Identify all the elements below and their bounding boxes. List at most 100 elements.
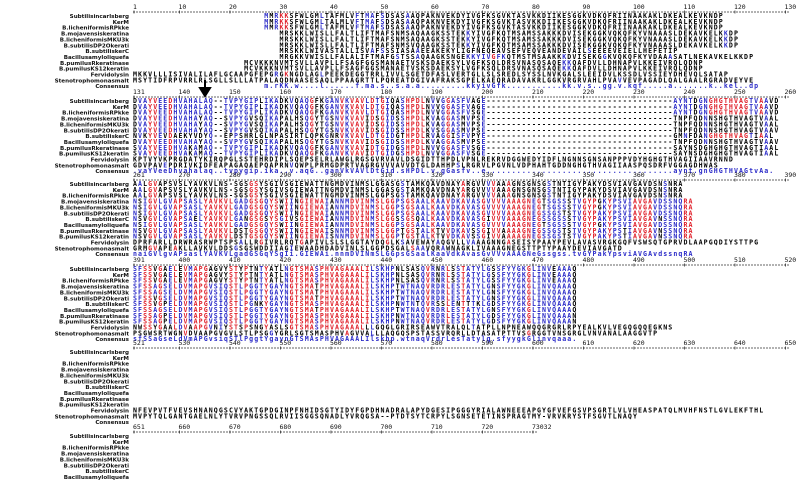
residues: QTMSTMSAAKK <box>507 53 562 61</box>
residues: LINVQAAA <box>532 312 571 320</box>
residues: T <box>461 277 465 285</box>
residues: V <box>487 186 491 194</box>
residues: I <box>451 132 455 140</box>
residues: Y <box>199 115 203 123</box>
residues: VV <box>492 221 501 229</box>
residues: SS <box>143 277 152 285</box>
sequence-name: Consensus <box>95 84 129 90</box>
ruler-label: 320 <box>431 171 443 179</box>
residues: A <box>764 144 768 152</box>
residues: QA <box>391 97 400 105</box>
residues: DVIN <box>350 203 369 211</box>
residues: K <box>431 233 435 241</box>
residues: Q <box>572 283 576 291</box>
residues: V <box>431 138 435 146</box>
residues: T <box>259 277 263 285</box>
residues: A <box>173 244 177 252</box>
residues: G <box>396 144 400 152</box>
sequence: MRGKKVWISLLFALALIFTMAFGSTSSAQAAGKSNGEKKY… <box>133 53 753 61</box>
ruler-label: 700 <box>380 423 392 431</box>
residues: K <box>345 109 349 117</box>
residues: T <box>396 288 400 296</box>
residues: L <box>173 294 177 302</box>
sequence-name: B.pumilusKS12keratin <box>59 67 129 73</box>
residues: V <box>153 265 157 273</box>
residues: V <box>138 132 142 140</box>
residues: G <box>380 115 384 123</box>
residues: T <box>259 265 263 273</box>
sequence: NSVGVLGVAPSASLYAVKVLDSTGSGQYSWIINGIEWAIS… <box>133 233 693 241</box>
residues: GV <box>148 244 157 252</box>
residues: VAV <box>350 103 364 111</box>
residues: NRA <box>668 186 682 194</box>
residues: V <box>290 161 294 169</box>
residues: AAAGN <box>507 209 531 217</box>
residues: A <box>461 221 465 229</box>
sequence-name: Consensus <box>95 337 129 343</box>
residues: L <box>239 300 243 308</box>
residues: Q <box>264 203 268 211</box>
residues: K <box>345 120 349 128</box>
residues: -- <box>214 97 223 105</box>
residues: G <box>537 215 541 223</box>
residues: Y <box>239 277 243 285</box>
residues: A <box>330 209 334 217</box>
residues: SLGG <box>375 209 394 217</box>
residues: GTSMA <box>290 312 314 320</box>
residues: V <box>446 203 450 211</box>
residues: R <box>441 271 445 279</box>
residues: SLGG <box>375 233 394 241</box>
residues: L <box>320 12 324 20</box>
residues: V <box>431 120 435 128</box>
residues: SF <box>133 271 142 279</box>
residues: V <box>466 227 470 235</box>
residues: G <box>527 265 531 273</box>
residues: Y <box>264 283 268 291</box>
residues: YS <box>269 233 278 241</box>
residues: M <box>189 288 193 296</box>
residues: P <box>244 288 248 296</box>
residues: GDVPAV <box>133 161 162 169</box>
residues: ES <box>451 294 460 302</box>
residues: LSKHP <box>370 271 394 279</box>
residues: K <box>431 203 435 211</box>
residues: Q <box>209 132 213 140</box>
residues: ATPLLNPNEAWQQGRGRLRPYEALKVLVEGQGQQEGKNS <box>476 324 672 332</box>
residues: GTSMA <box>290 288 314 296</box>
residues: VPYG <box>229 126 248 134</box>
residues: S <box>401 192 405 200</box>
sequence-name: KerM <box>113 273 130 279</box>
residues: YS <box>269 221 278 229</box>
sequence-name: B.subtilisDP2Okerati <box>64 379 129 385</box>
residues: M <box>189 300 193 308</box>
residues: SFWLGM <box>290 12 319 20</box>
residues: PSVI <box>613 215 632 223</box>
residues: naiGVlgvAPsaslYAVKVLgadGSGqYSgIi.GIEWAi.… <box>133 250 693 258</box>
residues: D <box>133 103 137 111</box>
residues: AAAGN <box>507 227 531 235</box>
residues: V <box>340 150 344 158</box>
residues: PY <box>471 132 480 140</box>
residues: S <box>401 115 405 123</box>
residues: A <box>461 233 465 241</box>
residues: M <box>189 312 193 320</box>
residues: TV <box>749 103 758 111</box>
residues: M <box>269 12 273 20</box>
residues: P <box>244 277 248 285</box>
residues: L <box>239 312 243 320</box>
residues: T <box>396 306 400 314</box>
residues: G <box>380 120 384 128</box>
residues: G <box>537 227 541 235</box>
residues: S <box>471 227 475 235</box>
residues: K <box>431 227 435 235</box>
residues: Y <box>199 138 203 146</box>
residues: ST <box>229 283 238 291</box>
residues: E <box>168 271 172 279</box>
residues: VSIQ <box>209 294 228 302</box>
residues: I <box>219 324 223 332</box>
residues: E <box>552 265 556 273</box>
residues: I <box>290 221 294 229</box>
residues: K <box>345 103 349 111</box>
residues: G <box>441 138 445 146</box>
residues: Q <box>572 277 576 285</box>
